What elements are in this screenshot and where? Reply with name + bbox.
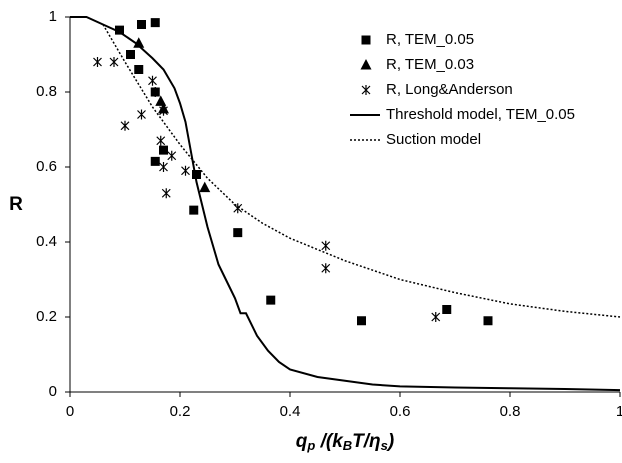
data-point [431, 312, 441, 322]
data-point [109, 57, 119, 67]
data-point [134, 65, 144, 74]
data-point [167, 150, 177, 161]
legend-label: Suction model [386, 131, 481, 148]
data-point [148, 75, 157, 86]
data-point [137, 20, 146, 29]
y-tick-label: 0 [49, 383, 57, 400]
x-title-part: ) [386, 431, 394, 452]
data-point [442, 305, 452, 314]
legend-marker [360, 59, 372, 70]
data-point [181, 165, 190, 176]
data-line [102, 24, 621, 318]
y-tick-label: 1 [49, 8, 57, 25]
data-point [150, 156, 160, 166]
x-tick-label: 0.2 [170, 403, 191, 420]
data-point [156, 135, 166, 146]
data-point [150, 87, 160, 97]
x-tick-label: 1 [616, 403, 622, 420]
data-point [159, 162, 168, 172]
x-tick-label: 0 [66, 403, 74, 420]
legend-label: R, Long&Anderson [386, 81, 513, 98]
data-point [357, 316, 366, 326]
y-axis-title: R [9, 194, 23, 215]
data-point [93, 57, 102, 67]
data-point [155, 95, 167, 106]
data-line [70, 16, 621, 392]
data-point [233, 203, 243, 214]
data-point [133, 37, 145, 48]
data-point [483, 316, 493, 326]
y-tick-label: 0.2 [36, 308, 57, 325]
legend-label: Threshold model, TEM_0.05 [386, 106, 575, 123]
x-title-part: q [296, 431, 308, 452]
data-point [192, 170, 201, 179]
data-point [126, 50, 135, 59]
legend-marker [361, 85, 371, 95]
x-title-sub: B [343, 438, 352, 453]
x-tick-label: 0.4 [280, 403, 301, 420]
data-point [233, 228, 243, 238]
x-title-part: /(k [315, 431, 344, 452]
legend-marker [361, 35, 371, 45]
x-title-part: T/η [352, 431, 381, 452]
data-point [159, 105, 168, 116]
legend-label: R, TEM_0.03 [386, 56, 474, 73]
data-point [159, 145, 168, 155]
y-tick-label: 0.6 [36, 158, 57, 175]
data-point [137, 109, 146, 120]
y-tick-label: 0.8 [36, 83, 57, 100]
data-point [199, 181, 211, 193]
y-tick-label: 0.4 [36, 233, 57, 250]
x-tick-label: 0.8 [500, 403, 521, 420]
x-title-sub: s [381, 438, 388, 453]
x-title-sub: p [306, 438, 315, 453]
data-point [266, 295, 276, 305]
data-point [321, 263, 331, 274]
data-point [150, 18, 160, 28]
data-point [115, 25, 124, 35]
data-point [161, 188, 171, 199]
x-tick-label: 0.6 [390, 403, 411, 420]
legend-label: R, TEM_0.05 [386, 31, 474, 48]
data-point [321, 240, 331, 251]
data-point [189, 205, 199, 215]
data-point [120, 120, 130, 131]
x-axis-title: qp /(kBT/ηs) [296, 431, 394, 453]
